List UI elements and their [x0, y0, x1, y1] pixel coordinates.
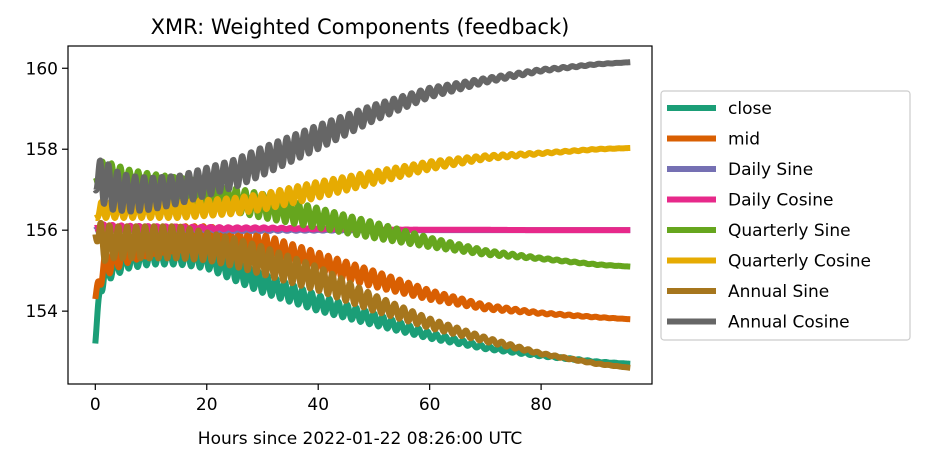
- x-tick-label: 60: [419, 395, 441, 415]
- y-tick-label: 156: [26, 221, 58, 241]
- x-tick-label: 40: [307, 395, 329, 415]
- series-line-annual-sine: [92, 219, 633, 371]
- legend-label: Daily Sine: [728, 160, 813, 180]
- plot-area: [92, 59, 633, 371]
- x-tick-label: 20: [196, 395, 218, 415]
- y-tick-label: 158: [26, 140, 58, 160]
- legend-label: mid: [728, 130, 760, 150]
- legend-label: Quarterly Sine: [728, 221, 851, 241]
- series-line-annual-cosine: [92, 59, 633, 215]
- x-tick-label: 0: [90, 395, 101, 415]
- legend: close mid Daily Sine Daily Cosine Quarterly …: [660, 90, 911, 341]
- series-line-quarterly-cosine: [92, 145, 633, 222]
- x-axis: 0 20 40 60 80: [90, 384, 552, 415]
- axes-frame: [67, 45, 653, 385]
- chart-title: XMR: Weighted Components (feedback): [151, 15, 570, 39]
- legend-label: Annual Sine: [728, 282, 829, 302]
- legend-label: Quarterly Cosine: [728, 252, 871, 272]
- legend-label: close: [728, 99, 772, 119]
- y-tick-label: 154: [26, 302, 58, 322]
- x-axis-label: Hours since 2022-01-22 08:26:00 UTC: [198, 429, 522, 449]
- y-axis: 154 156 158 160: [26, 59, 68, 322]
- x-tick-label: 80: [530, 395, 552, 415]
- legend-label: Daily Cosine: [728, 191, 834, 211]
- legend-label: Annual Cosine: [728, 313, 850, 333]
- y-tick-label: 160: [26, 59, 58, 79]
- legend-box: [660, 90, 911, 341]
